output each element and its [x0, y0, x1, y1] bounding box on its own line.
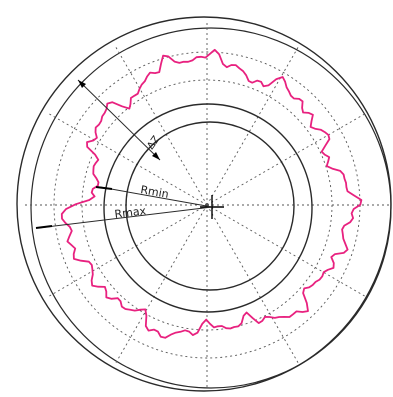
- rmax-line: [37, 206, 213, 229]
- rmin-label: Rmin: [139, 183, 169, 201]
- rmin-circle: [125, 121, 295, 291]
- grid-spoke: [46, 112, 208, 206]
- rmax-label: Rmax: [114, 204, 147, 221]
- grid-spoke: [46, 204, 208, 298]
- dz-arrowhead-top: [78, 80, 86, 88]
- roundness-profile: [60, 48, 363, 339]
- grid-spoke: [114, 204, 208, 366]
- grid-spoke: [206, 204, 368, 298]
- rmax-tick: [35, 225, 53, 229]
- grid-spoke: [206, 44, 300, 206]
- dz-arrowhead-bottom: [152, 152, 160, 160]
- rmin-tick: [95, 186, 113, 190]
- grid-spoke: [206, 112, 368, 206]
- grid-spoke: [114, 44, 208, 206]
- dz-dimension-line: [77, 79, 161, 161]
- rmin-line: [99, 186, 213, 208]
- grid-spoke: [206, 204, 300, 366]
- rmax-circle: [103, 103, 313, 313]
- grid-spokes: [22, 20, 392, 390]
- outer-circle-offset: [30, 27, 392, 389]
